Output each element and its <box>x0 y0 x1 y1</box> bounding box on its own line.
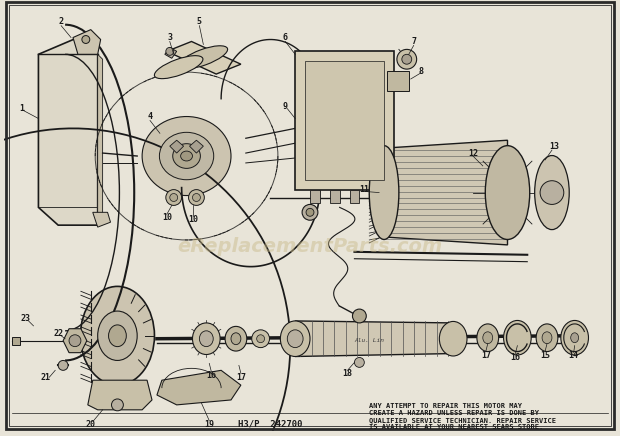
Circle shape <box>69 335 81 347</box>
Text: 8: 8 <box>418 67 423 75</box>
Text: 13: 13 <box>549 142 559 151</box>
Text: 1: 1 <box>19 104 24 113</box>
Polygon shape <box>190 140 203 153</box>
Bar <box>387 71 409 91</box>
Ellipse shape <box>483 332 493 344</box>
Text: 16: 16 <box>510 353 520 362</box>
Bar <box>310 190 320 204</box>
Text: ANY ATTEMPT TO REPAIR THIS MOTOR MAY
CREATE A HAZARD UNLESS REPAIR IS DONE BY
QU: ANY ATTEMPT TO REPAIR THIS MOTOR MAY CRE… <box>370 403 556 430</box>
Polygon shape <box>63 329 87 353</box>
Text: 17: 17 <box>236 373 246 382</box>
Polygon shape <box>157 370 241 405</box>
Polygon shape <box>170 140 184 153</box>
Text: 23: 23 <box>20 314 30 324</box>
Bar <box>305 61 384 180</box>
Ellipse shape <box>542 332 552 344</box>
Text: 3: 3 <box>167 33 172 42</box>
Ellipse shape <box>200 331 213 347</box>
Polygon shape <box>38 37 98 225</box>
Polygon shape <box>384 140 508 245</box>
Circle shape <box>402 54 412 64</box>
Text: 18: 18 <box>342 369 353 378</box>
Circle shape <box>58 361 68 370</box>
Text: 20: 20 <box>86 420 95 429</box>
Text: 21: 21 <box>40 373 50 382</box>
Circle shape <box>188 190 205 205</box>
Ellipse shape <box>477 324 498 351</box>
Circle shape <box>82 36 90 44</box>
Ellipse shape <box>561 320 588 355</box>
Text: 14: 14 <box>569 351 578 360</box>
Text: 15: 15 <box>540 351 550 360</box>
Ellipse shape <box>173 144 200 168</box>
Ellipse shape <box>503 320 531 355</box>
Bar <box>350 190 360 204</box>
Polygon shape <box>295 321 453 357</box>
Ellipse shape <box>252 330 270 347</box>
Bar <box>330 190 340 204</box>
Text: 4: 4 <box>148 112 153 121</box>
Text: 10: 10 <box>162 213 172 222</box>
Ellipse shape <box>225 327 247 351</box>
Bar <box>295 51 394 190</box>
Circle shape <box>166 190 182 205</box>
Circle shape <box>166 48 174 55</box>
Ellipse shape <box>108 325 126 347</box>
Ellipse shape <box>159 133 214 180</box>
Circle shape <box>112 399 123 411</box>
Circle shape <box>397 49 417 69</box>
Circle shape <box>170 194 178 201</box>
Ellipse shape <box>98 311 137 361</box>
Ellipse shape <box>180 151 192 161</box>
Polygon shape <box>165 48 177 58</box>
Ellipse shape <box>485 146 529 239</box>
Text: eReplacementParts.com: eReplacementParts.com <box>177 237 443 256</box>
Text: H3/P  242700: H3/P 242700 <box>238 420 303 429</box>
Text: 22: 22 <box>53 329 63 338</box>
Ellipse shape <box>142 116 231 195</box>
Text: 2: 2 <box>59 17 64 26</box>
Text: 12: 12 <box>468 149 478 157</box>
Text: 9: 9 <box>283 102 288 111</box>
Polygon shape <box>98 54 103 225</box>
Circle shape <box>352 309 366 323</box>
Ellipse shape <box>81 286 154 385</box>
Text: 6: 6 <box>283 33 288 42</box>
Text: 11: 11 <box>360 185 370 194</box>
Text: 16: 16 <box>206 371 216 380</box>
Polygon shape <box>88 380 152 410</box>
Ellipse shape <box>370 146 399 239</box>
Circle shape <box>192 194 200 201</box>
Bar <box>12 337 20 344</box>
Ellipse shape <box>570 333 578 343</box>
Polygon shape <box>167 41 241 74</box>
Text: 10: 10 <box>188 215 198 224</box>
Ellipse shape <box>280 321 310 357</box>
Text: 7: 7 <box>411 37 416 46</box>
Circle shape <box>306 208 314 216</box>
Ellipse shape <box>179 46 228 69</box>
Text: 17: 17 <box>480 351 491 360</box>
Ellipse shape <box>440 321 467 356</box>
Circle shape <box>540 181 564 204</box>
Polygon shape <box>93 212 110 227</box>
Ellipse shape <box>534 156 569 230</box>
Text: 19: 19 <box>204 420 215 429</box>
Circle shape <box>355 358 365 368</box>
Text: Alu. Lin: Alu. Lin <box>354 338 384 343</box>
Ellipse shape <box>192 323 220 354</box>
Ellipse shape <box>231 333 241 344</box>
Polygon shape <box>73 30 100 54</box>
Ellipse shape <box>154 56 203 78</box>
Ellipse shape <box>257 335 265 343</box>
Ellipse shape <box>287 330 303 347</box>
Circle shape <box>302 204 318 220</box>
Text: 5: 5 <box>197 17 202 26</box>
Ellipse shape <box>536 324 558 351</box>
